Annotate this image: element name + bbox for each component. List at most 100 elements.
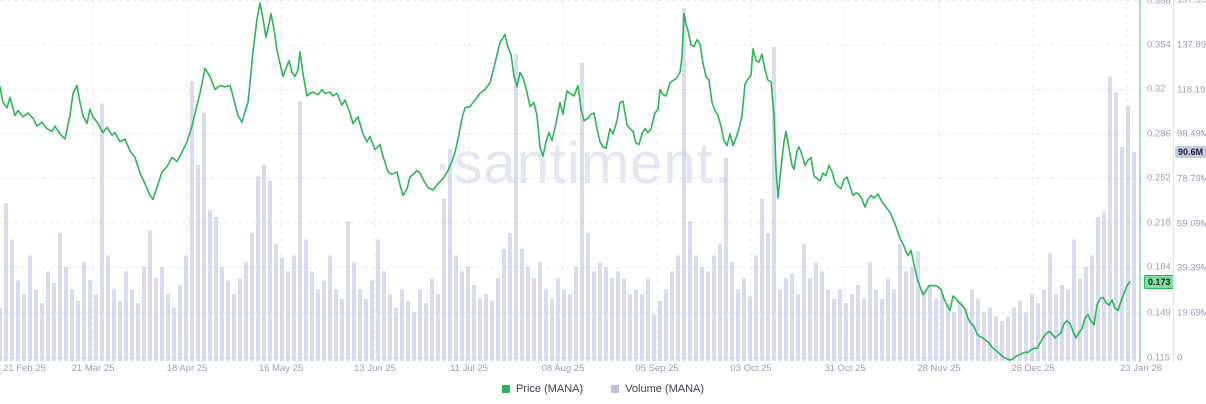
volume-bar bbox=[442, 198, 446, 361]
volume-bar bbox=[478, 298, 482, 361]
volume-bar bbox=[1090, 255, 1094, 361]
volume-bar bbox=[406, 300, 410, 361]
x-tick-label: 23 Jan 26 bbox=[1120, 363, 1162, 374]
volume-bar bbox=[916, 251, 920, 361]
volume-bar bbox=[514, 53, 518, 361]
volume-bar bbox=[628, 294, 632, 361]
volume-bar bbox=[166, 294, 170, 361]
volume-bar bbox=[862, 298, 866, 361]
volume-bar bbox=[1006, 316, 1010, 361]
volume-bar bbox=[748, 296, 752, 361]
volume-tick-label: 59.09M bbox=[1177, 218, 1206, 230]
volume-bar bbox=[814, 262, 818, 361]
volume-bar bbox=[1078, 278, 1082, 361]
volume-bar bbox=[784, 278, 788, 361]
volume-bar bbox=[0, 307, 2, 361]
volume-bar bbox=[310, 271, 314, 361]
volume-bar bbox=[340, 298, 344, 361]
volume-bar bbox=[598, 262, 602, 361]
x-tick-label: 13 Jun 25 bbox=[354, 363, 396, 374]
price-line bbox=[0, 2, 1131, 361]
volume-bar bbox=[154, 278, 158, 361]
volume-bar bbox=[298, 101, 302, 362]
volume-bar bbox=[70, 289, 74, 361]
volume-bar bbox=[112, 289, 116, 361]
volume-bar bbox=[250, 232, 254, 361]
volume-bar bbox=[988, 307, 992, 361]
volume-bar bbox=[592, 271, 596, 361]
volume-bar bbox=[220, 266, 224, 361]
volume-bar bbox=[778, 289, 782, 361]
volume-tick-label: 118.19M bbox=[1177, 84, 1206, 96]
volume-bar bbox=[130, 289, 134, 361]
volume-bar bbox=[1084, 266, 1088, 361]
volume-bar bbox=[226, 280, 230, 361]
volume-bar bbox=[256, 176, 260, 361]
volume-bar bbox=[928, 285, 932, 361]
volume-bar bbox=[586, 232, 590, 361]
volume-bar bbox=[700, 266, 704, 361]
volume-bar bbox=[376, 239, 380, 361]
volume-bar bbox=[412, 312, 416, 361]
volume-bar bbox=[892, 289, 896, 361]
volume-bar bbox=[868, 262, 872, 361]
volume-bar bbox=[802, 244, 806, 361]
price-tick-label: 0.252 bbox=[1147, 172, 1171, 184]
volume-bar bbox=[10, 239, 14, 361]
volume-bar bbox=[88, 280, 92, 361]
volume-bar bbox=[952, 312, 956, 361]
volume-bar bbox=[400, 289, 404, 361]
volume-bar bbox=[4, 203, 8, 361]
volume-bar bbox=[436, 294, 440, 361]
x-tick-label: 11 Jul 25 bbox=[450, 363, 488, 374]
volume-bar bbox=[28, 255, 32, 361]
x-tick-label: 28 Nov 25 bbox=[917, 363, 961, 374]
volume-bar bbox=[658, 300, 662, 361]
volume-bar bbox=[346, 221, 350, 361]
volume-bar bbox=[652, 314, 656, 361]
volume-bar bbox=[682, 8, 686, 362]
volume-bar bbox=[1108, 76, 1112, 362]
volume-bar bbox=[730, 262, 734, 361]
volume-bar bbox=[190, 80, 194, 362]
volume-bar bbox=[532, 278, 536, 361]
volume-bar bbox=[634, 289, 638, 361]
volume-bar bbox=[286, 271, 290, 361]
volume-bar bbox=[808, 278, 812, 361]
volume-bar bbox=[184, 255, 188, 361]
volume-bar bbox=[604, 266, 608, 361]
price-tick-label: 0.184 bbox=[1147, 261, 1171, 273]
volume-bar bbox=[472, 285, 476, 361]
price-axis: 0.173 0.388 0.354 0.32 0.286 0.252 0.218 0.184… bbox=[1139, 0, 1175, 363]
volume-bar bbox=[238, 278, 242, 361]
volume-bar bbox=[790, 273, 794, 361]
volume-bar bbox=[610, 278, 614, 361]
volume-bar bbox=[880, 298, 884, 361]
volume-bar bbox=[940, 294, 944, 361]
volume-bar bbox=[850, 294, 854, 361]
volume-tick-label: 19.69M bbox=[1177, 307, 1206, 319]
volume-bar bbox=[148, 230, 152, 361]
volume-bar bbox=[1012, 307, 1016, 361]
volume-bar bbox=[490, 300, 494, 361]
volume-bar bbox=[1030, 294, 1034, 361]
volume-bar bbox=[382, 271, 386, 361]
volume-bar bbox=[1096, 216, 1100, 361]
price-volume-chart[interactable] bbox=[0, 0, 1140, 362]
volume-bar bbox=[538, 262, 542, 361]
volume-tick-label: 0 bbox=[1177, 352, 1183, 363]
volume-bar bbox=[1000, 321, 1004, 361]
volume-bar bbox=[640, 294, 644, 361]
volume-bar bbox=[1048, 253, 1052, 361]
volume-bar bbox=[742, 278, 746, 361]
volume-bar bbox=[772, 46, 776, 362]
volume-bar bbox=[1060, 285, 1064, 361]
volume-tick-label: 39.39M bbox=[1177, 262, 1206, 274]
legend-item-volume[interactable]: Volume (MANA) bbox=[611, 383, 704, 395]
volume-bar bbox=[22, 294, 26, 361]
volume-bar bbox=[304, 239, 308, 361]
volume-bar bbox=[52, 282, 56, 361]
volume-bar bbox=[838, 289, 842, 361]
volume-bar bbox=[874, 289, 878, 361]
legend-item-price[interactable]: Price (MANA) bbox=[501, 383, 583, 395]
